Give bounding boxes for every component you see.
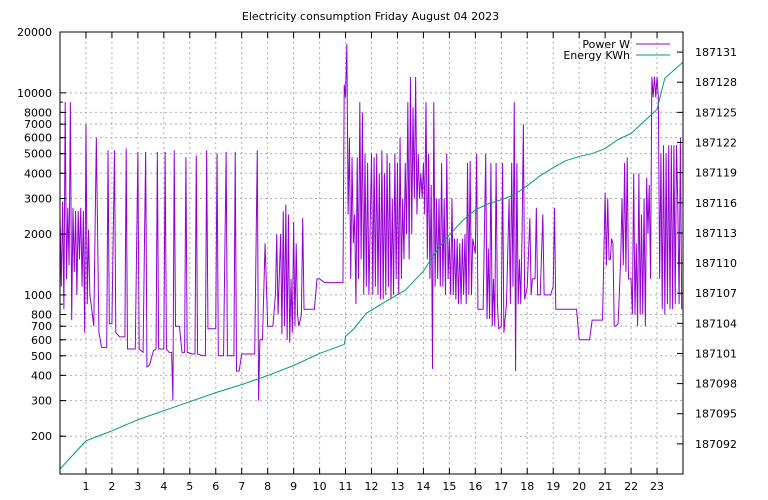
x-tick-label: 12 (365, 480, 379, 493)
y-left-tick-label: 300 (31, 395, 52, 408)
y-left-tick-label: 500 (31, 350, 52, 363)
series-line-energy-kwh (59, 61, 684, 470)
x-tick-label: 23 (650, 480, 664, 493)
y-left-tick-label: 3000 (24, 193, 52, 206)
y-right-tick-label: 187128 (695, 76, 737, 89)
y-left-tick-label: 1000 (24, 289, 52, 302)
y-left-tick-label: 20000 (17, 26, 52, 39)
y-left-tick-label: 6000 (24, 132, 52, 145)
y-right-tick-label: 187125 (695, 106, 737, 119)
chart-title: Electricity consumption Friday August 04… (242, 10, 499, 23)
x-tick-label: 16 (468, 480, 482, 493)
y-left-tick-label: 700 (31, 320, 52, 333)
y-left-tick-label: 7000 (24, 118, 52, 131)
y-right-tick-label: 187116 (695, 197, 737, 210)
legend-label: Power W (582, 38, 630, 51)
x-tick-label: 15 (442, 480, 456, 493)
x-tick-label: 9 (290, 480, 297, 493)
x-tick-label: 11 (339, 480, 353, 493)
y-right-tick-label: 187131 (695, 46, 737, 59)
y-right-tick-label: 187095 (695, 408, 737, 421)
y-left-tick-label: 4000 (24, 167, 52, 180)
y-right-tick-label: 187113 (695, 227, 737, 240)
x-tick-label: 2 (108, 480, 115, 493)
y-right-tick-label: 187119 (695, 167, 737, 180)
series-line-power-w (59, 43, 683, 401)
x-tick-label: 1 (82, 480, 89, 493)
x-tick-label: 21 (598, 480, 612, 493)
y-left-tick-label: 10000 (17, 87, 52, 100)
x-tick-label: 18 (520, 480, 534, 493)
x-tick-label: 6 (212, 480, 219, 493)
x-tick-label: 14 (416, 480, 430, 493)
y-left-tick-label: 5000 (24, 148, 52, 161)
y-right-tick-label: 187104 (695, 317, 737, 330)
y-left-tick-label: 400 (31, 369, 52, 382)
y-right-tick-label: 187092 (695, 438, 737, 451)
y-left-tick-label: 2000 (24, 228, 52, 241)
y-left-tick-label: 600 (31, 334, 52, 347)
y-left-tick-label: 200 (31, 430, 52, 443)
series-layer (59, 43, 684, 470)
x-tick-label: 5 (186, 480, 193, 493)
y-right-tick-label: 187107 (695, 287, 737, 300)
x-tick-label: 3 (134, 480, 141, 493)
y-right-tick-label: 187110 (695, 257, 737, 270)
y-right-tick-label: 187101 (695, 347, 737, 360)
x-tick-label: 7 (238, 480, 245, 493)
grid (60, 32, 683, 474)
x-tick-label: 4 (160, 480, 167, 493)
x-tick-label: 13 (390, 480, 404, 493)
x-tick-label: 17 (494, 480, 508, 493)
x-tick-label: 19 (546, 480, 560, 493)
x-tick-label: 10 (313, 480, 327, 493)
y-right-tick-label: 187098 (695, 378, 737, 391)
x-tick-label: 20 (572, 480, 586, 493)
ticks: 1 2 3 4 5 6 7 8 9 10 11 12 13 14 15 16 17 18 19 20 21 22 23200… (17, 26, 737, 493)
y-right-tick-label: 187122 (695, 137, 737, 150)
legend-label: Energy KWh (563, 49, 630, 62)
y-left-tick-label: 8000 (24, 106, 52, 119)
y-left-tick-label: 800 (31, 309, 52, 322)
x-tick-label: 22 (624, 480, 638, 493)
x-tick-label: 8 (264, 480, 271, 493)
